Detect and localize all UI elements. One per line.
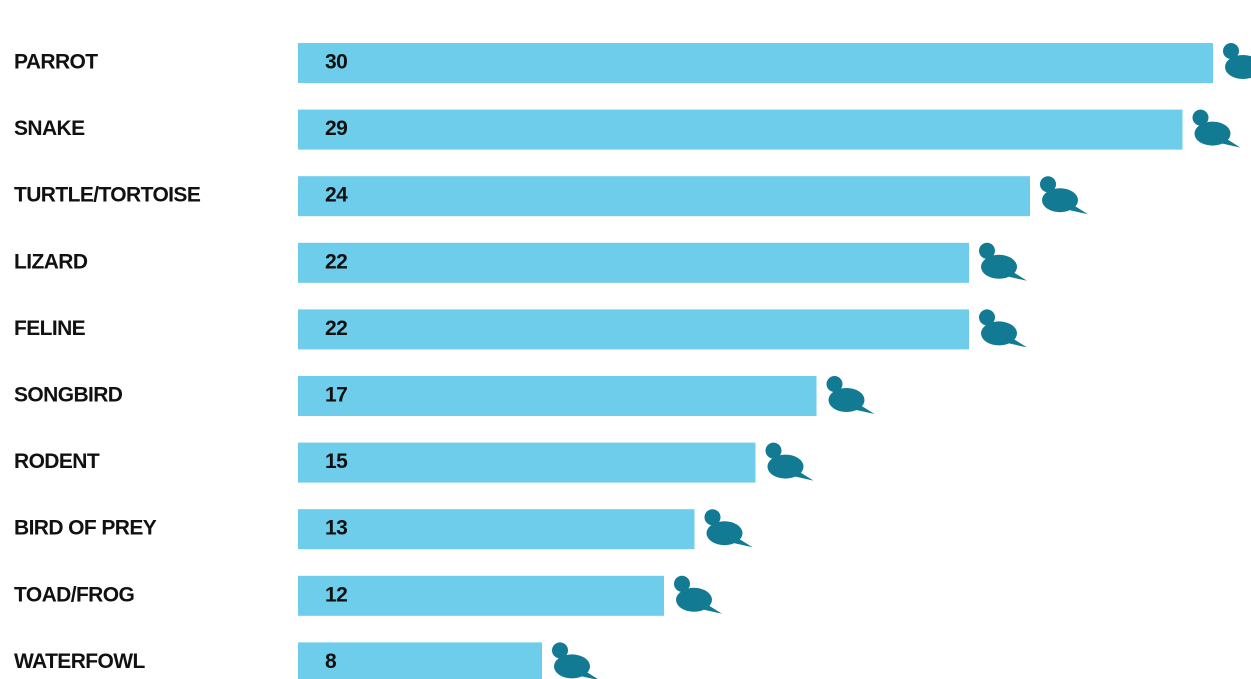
icon-tail <box>856 404 875 414</box>
animal-icon <box>674 575 722 614</box>
value-label: 15 <box>325 450 348 473</box>
icon-body <box>1194 121 1231 146</box>
animal-icon <box>1192 109 1241 148</box>
icon-tail <box>795 470 814 481</box>
category-label: TOAD/FROG <box>14 583 134 606</box>
value-label: 30 <box>325 51 347 74</box>
category-label: PARROT <box>14 51 98 74</box>
icon-body <box>706 521 743 546</box>
icon-tail <box>734 537 753 548</box>
icon-tail <box>1070 204 1088 215</box>
bar <box>298 309 969 350</box>
bar <box>298 176 1030 217</box>
value-label: 29 <box>325 117 347 140</box>
icon-head <box>979 309 995 326</box>
icon-head <box>765 442 782 459</box>
bar <box>298 242 969 283</box>
icon-body <box>981 321 1017 346</box>
value-label: 13 <box>325 517 347 540</box>
animal-icon <box>552 642 598 679</box>
value-label: 8 <box>325 650 337 673</box>
icon-head <box>674 575 690 592</box>
bar <box>298 109 1183 150</box>
bar <box>298 442 756 483</box>
icon-tail <box>1009 337 1027 348</box>
category-label: SNAKE <box>14 117 85 140</box>
category-label: FELINE <box>14 317 86 340</box>
icon-tail <box>1009 270 1027 281</box>
category-label: LIZARD <box>14 250 88 273</box>
animal-icon <box>979 309 1027 348</box>
icon-body <box>1042 188 1078 213</box>
icon-head <box>1040 176 1056 193</box>
value-label: 22 <box>325 317 347 340</box>
icon-tail <box>582 670 598 679</box>
category-label: RODENT <box>14 450 100 473</box>
icon-tail <box>1222 137 1241 148</box>
icon-body <box>981 254 1017 279</box>
icon-head <box>1223 43 1239 59</box>
animal-icon <box>826 376 875 414</box>
icon-body <box>1225 55 1251 79</box>
icon-head <box>826 376 843 392</box>
value-label: 12 <box>325 583 347 606</box>
icon-body <box>676 587 712 612</box>
value-label: 17 <box>325 384 347 407</box>
category-label: SONGBIRD <box>14 384 123 407</box>
icon-head <box>979 242 995 259</box>
animal-icon <box>765 442 814 481</box>
animal-icon <box>704 509 753 548</box>
animal-icon <box>1040 176 1088 215</box>
value-label: 22 <box>325 250 347 273</box>
icon-head <box>1192 109 1209 126</box>
bar <box>298 43 1213 83</box>
bar <box>298 509 695 550</box>
animal-icon <box>979 242 1027 281</box>
icon-body <box>554 654 590 679</box>
animal-icon <box>1223 43 1251 79</box>
icon-body <box>828 388 865 412</box>
category-label: BIRD OF PREY <box>14 517 157 540</box>
category-label: TURTLE/TORTOISE <box>14 184 201 207</box>
value-label: 24 <box>325 184 348 207</box>
bar <box>298 642 542 679</box>
icon-head <box>704 509 721 526</box>
icon-tail <box>704 603 722 614</box>
icon-body <box>767 454 804 479</box>
bar <box>298 575 664 616</box>
category-label: WATERFOWL <box>14 650 145 673</box>
icon-head <box>552 642 568 659</box>
bar <box>298 376 817 416</box>
